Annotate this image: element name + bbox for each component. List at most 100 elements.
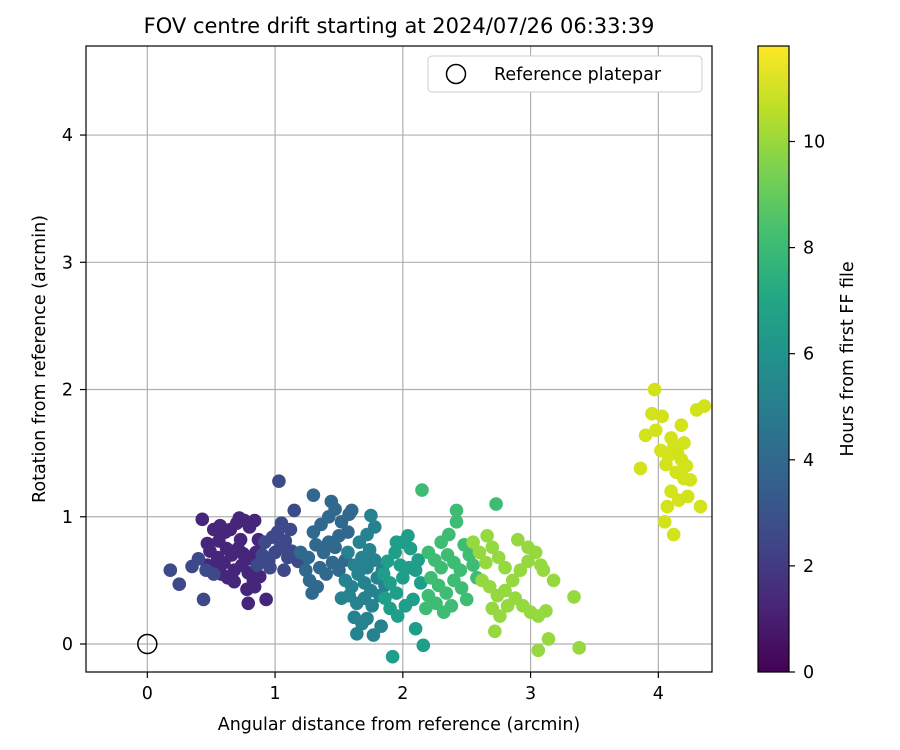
y-tick-label: 3 [62,253,73,273]
scatter-point [539,604,553,618]
axis-ticks: 0 1 2 3 4 0 1 2 3 4 [62,126,664,704]
scatter-point [657,515,672,529]
scatter-point [408,563,423,578]
scatter-point [298,563,313,578]
scatter-point [472,545,487,560]
scatter-point [454,581,469,595]
scatter-point [344,503,359,518]
scatter-point [212,534,226,548]
x-axis-label: Angular distance from reference (arcmin) [218,715,581,735]
legend-marker [445,63,467,85]
scatter-point [677,436,691,450]
colorbar-tick-label: 8 [803,239,814,259]
scatter-point [389,535,404,550]
scatter-point [316,545,331,560]
scatter-point [683,473,698,487]
scatter-point [531,643,546,658]
scatter-point [660,499,675,514]
scatter-point [482,579,497,594]
scatter-point [403,541,418,556]
y-tick-label: 4 [62,126,73,146]
scatter-point [383,576,397,590]
colorbar-ticks: 0 2 4 6 8 10 [789,132,825,683]
reference-point [137,633,158,655]
scatter-point [389,586,404,600]
scatter-point [411,553,425,567]
scatter-point [259,592,273,607]
colorbar-tick-label: 0 [803,663,814,683]
scatter-point [480,529,494,543]
scatter-point [263,560,277,575]
scatter-point [638,428,653,443]
x-tick-label: 3 [525,684,536,704]
scatter-point [491,550,506,565]
scatter-point [319,567,333,581]
scatter-point [334,591,349,606]
scatter-point [341,525,355,539]
scatter-point [488,624,502,639]
scatter-point [567,590,581,604]
scatter-point [513,563,528,578]
scatter-point [449,503,464,518]
scatter-point [227,574,241,589]
scatter-point [401,529,415,543]
grid [86,46,712,672]
scatter-point [265,530,280,544]
scatter-point [360,611,374,626]
scatter-point [191,551,206,566]
scatter-point [693,499,708,514]
scatter-points [163,382,712,664]
y-axis-label: Rotation from reference (arcmin) [30,215,50,503]
scatter-point [367,520,382,534]
scatter-point [406,592,420,607]
x-tick-label: 4 [653,684,664,704]
x-tick-label: 2 [397,684,408,704]
scatter-point [415,483,429,497]
scatter-point [233,532,248,547]
scatter-point [252,569,267,584]
legend: Reference platepar [427,55,703,93]
scatter-point [413,576,428,590]
scatter-point [498,583,512,598]
scatter-point [444,599,459,613]
scatter-point [272,474,286,488]
scatter-point [328,540,342,555]
scatter-point [493,609,507,623]
scatter-point [541,632,556,646]
scatter-point [306,488,321,502]
colorbar-gradient [757,45,790,673]
scatter-point [442,527,456,542]
scatter-point [449,515,464,529]
scatter-point [301,550,316,565]
scatter-point [341,545,355,560]
scatter-point [277,563,291,578]
colorbar-tick-label: 6 [803,345,814,365]
scatter-point [380,554,395,569]
scatter-point [666,527,681,542]
scatter-point [439,586,454,600]
scatter-point [163,563,178,578]
y-tick-label: 2 [62,381,73,401]
colorbar-tick-label: 2 [803,557,814,577]
scatter-point [241,596,256,611]
scatter-point [247,513,262,528]
scatter-point [324,494,339,509]
scatter-point [206,567,221,581]
scatter-point [498,560,512,575]
scatter-point [385,649,400,664]
y-tick-label: 0 [62,635,73,655]
scatter-point [390,609,405,623]
scatter-point [408,621,423,636]
colorbar-tick-label: 4 [803,451,814,471]
scatter-point [287,503,302,518]
scatter-point [647,382,662,397]
scatter-point [466,558,480,572]
scatter-point [393,558,408,572]
scatter-point [648,423,663,438]
scatter-point [546,573,561,588]
scatter-point [459,592,474,607]
scatter-point [572,641,586,655]
scatter-point [655,409,669,424]
scatter-point [367,553,382,567]
